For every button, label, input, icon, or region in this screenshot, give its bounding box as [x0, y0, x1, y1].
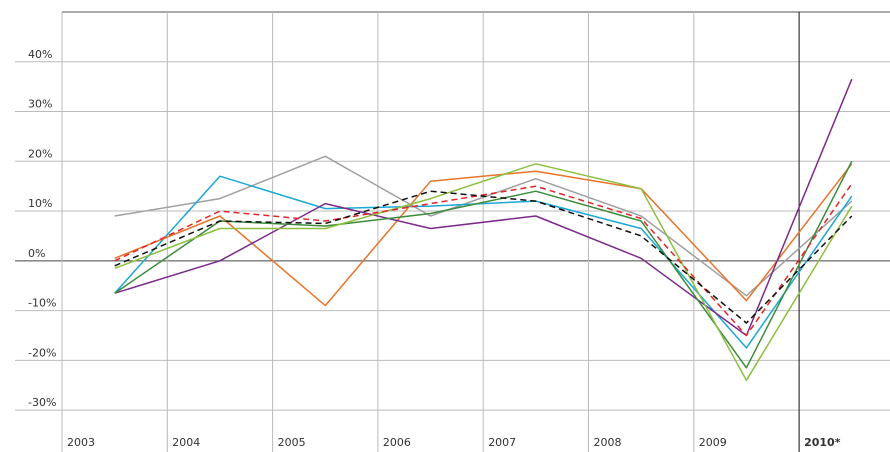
series-line — [114, 183, 853, 337]
series-line — [114, 163, 853, 307]
labels: -30% -20% -10% 0% 10% 20% 30% 40% 2003 2004 2005 20… — [28, 48, 841, 449]
x-tick-label: 2007 — [488, 436, 516, 449]
grid — [15, 11, 890, 452]
y-tick-label: 30% — [28, 98, 52, 111]
x-tick-label: 2008 — [594, 436, 622, 449]
lines — [114, 78, 853, 382]
x-tick-label: 2006 — [383, 436, 411, 449]
y-tick-label: -10% — [28, 297, 56, 310]
x-tick-label: 2003 — [67, 436, 95, 449]
y-tick-label: -30% — [28, 396, 56, 409]
series-line — [114, 78, 853, 337]
y-tick-label: 10% — [28, 197, 52, 210]
x-tick-label: 2009 — [699, 436, 727, 449]
series-line — [114, 163, 853, 382]
x-tick-label: 2004 — [172, 436, 200, 449]
series-line — [114, 190, 853, 324]
y-tick-label: 20% — [28, 147, 52, 160]
series-line — [114, 175, 853, 349]
y-tick-label: -20% — [28, 346, 56, 359]
y-tick-label: 0% — [28, 247, 45, 260]
y-tick-label: 40% — [28, 48, 52, 61]
x-tick-label: 2010* — [804, 436, 841, 449]
x-tick-label: 2005 — [278, 436, 306, 449]
